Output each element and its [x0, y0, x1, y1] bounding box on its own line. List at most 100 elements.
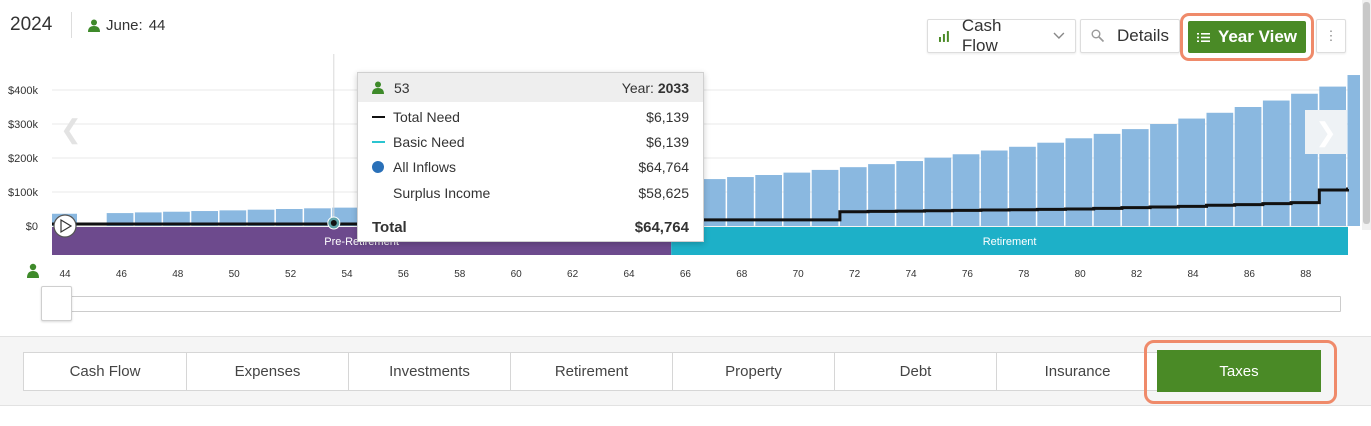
bar	[727, 177, 754, 226]
y-tick-label: $0	[26, 221, 38, 233]
tooltip-row-value: $64,764	[638, 159, 689, 175]
bar	[1234, 107, 1262, 226]
tooltip-row-label: Total Need	[393, 109, 460, 125]
cash-flow-dropdown-label: Cash Flow	[961, 16, 1002, 55]
bar	[1121, 129, 1149, 226]
bar	[924, 157, 952, 226]
bar	[275, 209, 303, 226]
bar	[191, 211, 218, 226]
tooltip-total-label: Total	[372, 219, 407, 236]
timeline-slider-track[interactable]	[58, 296, 1341, 312]
phase-label: Retirement	[983, 236, 1037, 248]
x-tick-label: 84	[1187, 269, 1199, 280]
bar	[247, 209, 275, 226]
tab-insurance[interactable]: Insurance	[997, 352, 1159, 391]
x-tick-label: 82	[1131, 269, 1143, 280]
bar	[1093, 133, 1121, 226]
person-icon-head	[29, 263, 37, 271]
tab-taxes[interactable]: Taxes	[1157, 350, 1321, 392]
timeline-slider-handle[interactable]	[41, 286, 72, 321]
bar-chart-icon	[938, 31, 949, 42]
tooltip-row: Basic Need $6,139	[372, 134, 689, 150]
bar	[163, 211, 190, 226]
bar	[1150, 124, 1177, 226]
bar	[1347, 75, 1360, 226]
year-view-button[interactable]: Year View	[1188, 21, 1306, 53]
category-tabs: Cash Flow Expenses Investments Retiremen…	[23, 352, 1159, 391]
more-options-button[interactable]: ⋮	[1316, 19, 1346, 53]
x-tick-label: 52	[285, 269, 297, 280]
person-info: June: 44	[88, 17, 165, 34]
x-tick-label: 86	[1244, 269, 1256, 280]
selected-point-dot	[330, 220, 337, 226]
details-button[interactable]: Details	[1080, 19, 1180, 53]
tab-investments[interactable]: Investments	[349, 352, 511, 391]
x-tick-label: 78	[1018, 269, 1030, 280]
tab-debt[interactable]: Debt	[835, 352, 997, 391]
x-tick-label: 72	[849, 269, 861, 280]
person-icon	[372, 81, 384, 94]
x-tick-label: 62	[567, 269, 579, 280]
bar	[811, 169, 839, 226]
chevron-left-icon[interactable]: ❮	[60, 114, 82, 144]
total-need-swatch	[372, 116, 385, 118]
x-tick-label: 64	[623, 269, 635, 280]
x-tick-label: 74	[905, 269, 917, 280]
bar	[1319, 86, 1346, 226]
list-icon	[1196, 32, 1210, 42]
x-tick-label: 58	[454, 269, 466, 280]
tab-cash-flow[interactable]: Cash Flow	[23, 352, 187, 391]
tooltip-row: Total Need $6,139	[372, 109, 689, 125]
bar	[952, 154, 980, 226]
bar	[1206, 112, 1234, 226]
y-tick-label: $100k	[8, 187, 38, 199]
bar	[868, 164, 895, 226]
x-tick-label: 54	[341, 269, 353, 280]
chevron-right-icon[interactable]: ❯	[1305, 110, 1347, 154]
chart-tooltip: 53 Year: 2033 Total Need $6,139 Basic Ne…	[357, 72, 704, 242]
x-tick-label: 68	[736, 269, 748, 280]
tooltip-year: 2033	[657, 79, 689, 96]
y-tick-label: $400k	[8, 85, 38, 97]
tooltip-row-value: $58,625	[638, 185, 689, 201]
bar	[839, 167, 867, 226]
year-view-button-label: Year View	[1217, 27, 1298, 46]
x-tick-label: 44	[59, 269, 71, 280]
tooltip-header: 53 Year: 2033	[358, 73, 703, 102]
more-options-icon: ⋮	[1324, 28, 1338, 43]
details-button-label: Details	[1117, 26, 1169, 45]
vertical-scrollbar[interactable]	[1362, 0, 1371, 230]
x-tick-label: 80	[1075, 269, 1087, 280]
tooltip-row-value: $6,139	[646, 109, 689, 125]
basic-need-swatch	[372, 141, 385, 143]
tooltip-row-label: Basic Need	[393, 134, 465, 150]
search-icon	[1091, 29, 1105, 43]
bar	[755, 175, 782, 226]
tooltip-age: 53	[394, 79, 410, 96]
tooltip-year-label: Year:	[621, 79, 654, 96]
tooltip-row: Surplus Income $58,625	[372, 185, 689, 201]
tab-expenses[interactable]: Expenses	[187, 352, 349, 391]
person-icon	[88, 19, 100, 32]
taxes-tab-highlight	[1144, 340, 1337, 404]
bar	[1037, 142, 1064, 226]
tab-property[interactable]: Property	[673, 352, 835, 391]
bar	[304, 208, 331, 226]
chevron-down-icon	[1053, 32, 1065, 39]
tab-retirement[interactable]: Retirement	[511, 352, 673, 391]
x-tick-label: 50	[229, 269, 241, 280]
bar	[896, 161, 923, 226]
all-inflows-swatch	[372, 161, 384, 173]
x-tick-label: 66	[680, 269, 692, 280]
y-tick-label: $300k	[8, 119, 38, 131]
tooltip-total: Total $64,764	[372, 219, 689, 236]
y-tick-label: $200k	[8, 153, 38, 165]
current-year: 2024	[10, 14, 53, 35]
cash-flow-dropdown[interactable]: Cash Flow	[927, 16, 1076, 55]
tooltip-row-label: All Inflows	[393, 159, 457, 175]
person-name: June:	[106, 17, 143, 34]
tooltip-row-label: Surplus Income	[393, 185, 491, 201]
x-tick-label: 46	[116, 269, 128, 280]
scrollbar-thumb[interactable]	[1363, 2, 1370, 224]
